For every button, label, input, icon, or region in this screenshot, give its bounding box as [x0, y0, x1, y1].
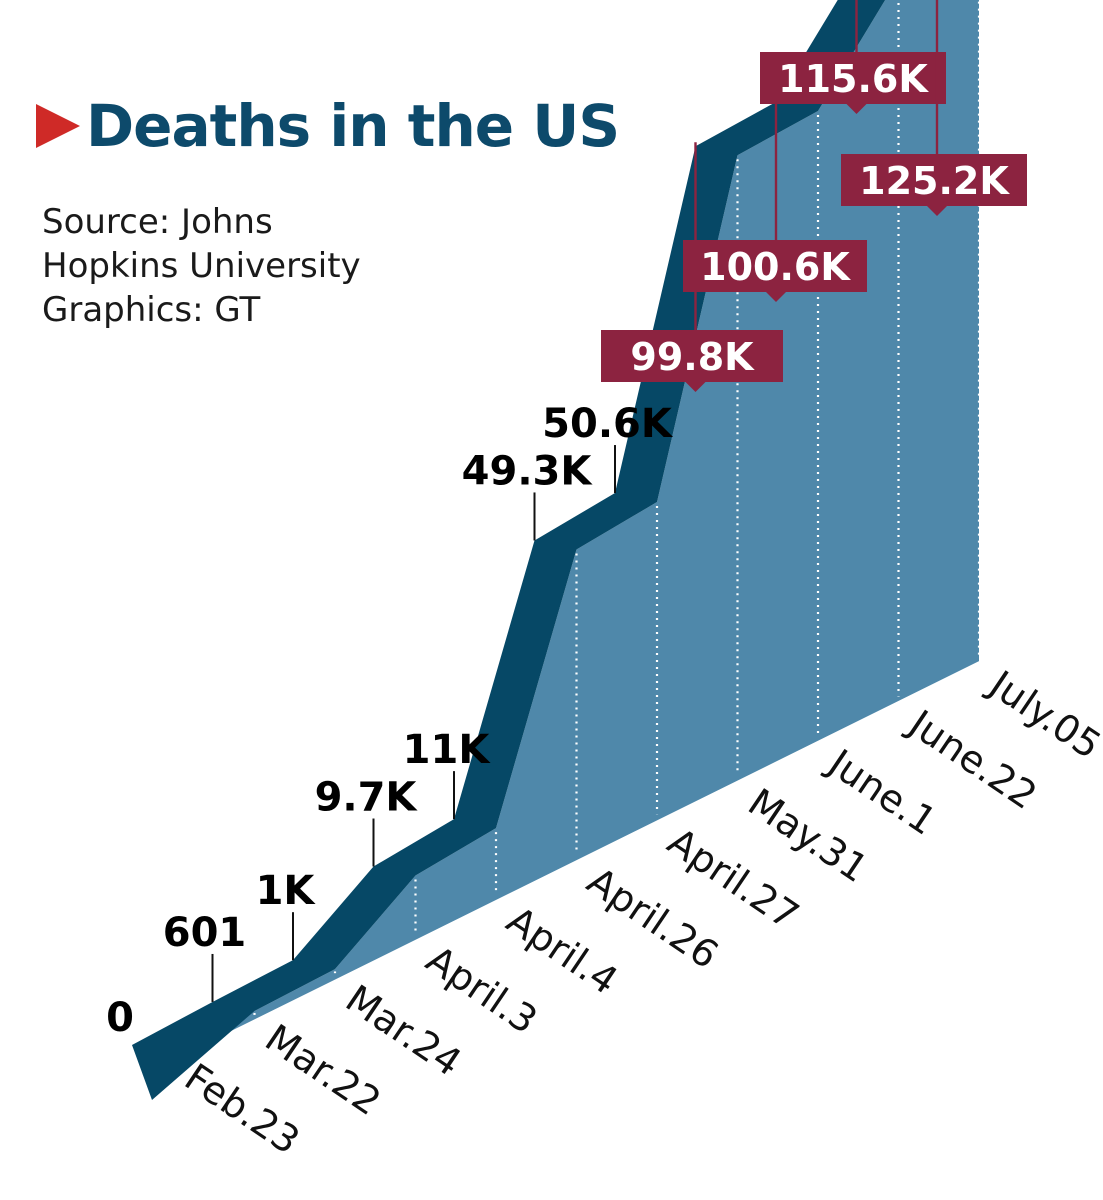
value-label: 1K: [256, 868, 317, 914]
value-label: 601: [163, 910, 247, 956]
callout-box: [841, 154, 1027, 206]
chart-title: Deaths in the US: [86, 92, 620, 160]
value-label: 0: [106, 995, 134, 1041]
source-line: Hopkins University: [42, 246, 361, 286]
title-arrow-icon: [36, 104, 80, 148]
value-label: 49.3K: [462, 448, 594, 494]
callout-box: [760, 52, 946, 104]
callout-notch: [766, 292, 786, 302]
callout-value-label: 99.8K: [630, 335, 755, 379]
callout-notch: [685, 382, 706, 392]
source-note: Source: Johns Hopkins University Graphic…: [42, 200, 422, 332]
callout-notch: [846, 104, 867, 114]
value-label: 50.6K: [542, 401, 674, 447]
callout-value-label: 125.2K: [859, 159, 1010, 203]
callout-notch: [927, 206, 947, 216]
source-line: Graphics: GT: [42, 290, 261, 330]
callout-value-label: 100.6K: [700, 245, 851, 289]
callout-box: [683, 240, 867, 292]
source-line: Source: Johns: [42, 202, 273, 242]
callout-box: [601, 330, 783, 382]
value-label: 11K: [403, 727, 492, 773]
value-label: 9.7K: [315, 775, 419, 821]
callout-value-label: 115.6K: [778, 57, 929, 101]
